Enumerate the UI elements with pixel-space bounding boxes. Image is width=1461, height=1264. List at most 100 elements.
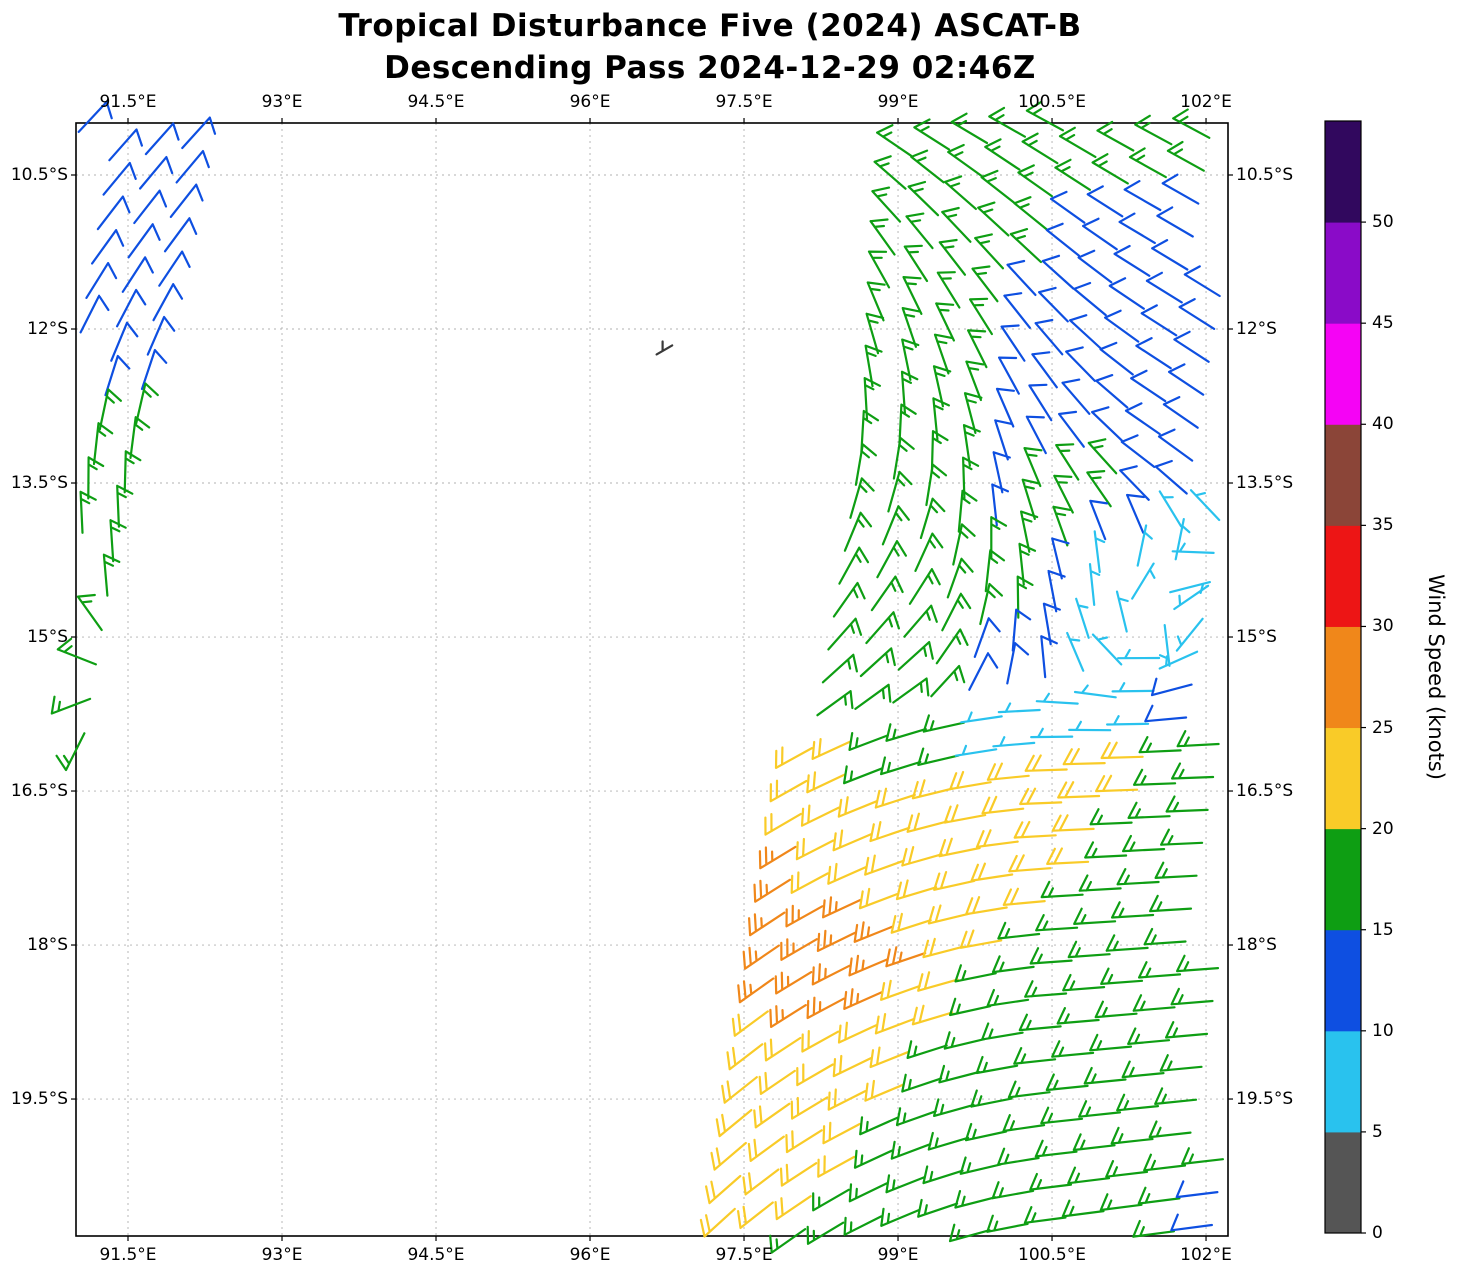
wind-barb	[927, 904, 970, 925]
colorbar-tick-label: 35	[1372, 515, 1394, 536]
wind-barb	[1166, 140, 1205, 172]
wind-barb	[869, 821, 911, 843]
wind-barb	[994, 419, 1013, 461]
wind-barb	[979, 582, 1003, 626]
wind-barb	[1065, 346, 1096, 382]
wind-barb	[1089, 808, 1133, 826]
wind-barb	[1045, 1073, 1089, 1092]
wind-barb	[1165, 1021, 1209, 1039]
wind-barb	[1149, 894, 1193, 913]
wind-barb	[971, 265, 999, 303]
wind-barb	[796, 1063, 834, 1087]
wind-barb	[941, 206, 972, 243]
wind-barb	[947, 143, 983, 177]
y-tick-label-right: 15°S	[1236, 627, 1277, 647]
wind-barb	[881, 505, 910, 546]
wind-barb	[981, 795, 1025, 815]
wind-barb	[1132, 1219, 1175, 1238]
wind-barb	[764, 812, 802, 836]
wind-barb	[905, 212, 934, 250]
wind-barb	[943, 175, 977, 210]
wind-barb	[1078, 1100, 1122, 1118]
wind-barb	[1118, 212, 1156, 244]
wind-barb	[917, 1198, 959, 1218]
wind-barb	[925, 463, 948, 507]
wind-barb	[1047, 569, 1066, 613]
x-tick-label-top: 96°E	[569, 92, 611, 112]
wind-barb	[876, 124, 913, 157]
wind-barb	[1069, 314, 1102, 350]
wind-barb	[1126, 493, 1146, 534]
wind-barb	[867, 250, 891, 289]
wind-barb	[1091, 406, 1123, 442]
wind-barb	[870, 575, 904, 612]
wind-barb	[1029, 947, 1073, 965]
wind-barb	[930, 664, 966, 698]
chart-title-line2: Descending Pass 2024-12-29 02:46Z	[384, 50, 1036, 86]
wind-barb	[1091, 633, 1123, 666]
wind-barb	[965, 360, 985, 402]
wind-barb	[1157, 428, 1194, 462]
wind-barb	[1154, 459, 1188, 495]
wind-barb	[848, 732, 889, 751]
wind-barb	[1046, 847, 1090, 865]
wind-barb	[715, 1109, 753, 1138]
wind-barb	[1111, 682, 1155, 693]
colorbar-tick-label: 20	[1372, 818, 1394, 839]
wind-barb	[922, 937, 965, 959]
wind-barb	[874, 1013, 916, 1035]
wind-barb	[977, 201, 1010, 237]
wind-barb	[853, 921, 894, 943]
wind-barb	[1172, 108, 1211, 139]
wind-barb	[837, 1021, 878, 1044]
wind-barb	[1122, 834, 1166, 853]
wind-barb	[903, 244, 929, 283]
wind-barb	[917, 971, 959, 992]
wind-barb	[866, 281, 886, 322]
wind-barb	[853, 1149, 894, 1169]
wind-barb	[873, 155, 907, 190]
wind-barb	[1002, 887, 1046, 906]
wind-barb	[1154, 861, 1198, 879]
wind-barb	[887, 470, 913, 513]
wind-barb	[710, 1141, 747, 1171]
wind-barb	[1049, 190, 1086, 224]
wind-barb	[705, 1174, 742, 1205]
wind-barb	[79, 490, 97, 534]
y-tick-label-left: 13.5°S	[10, 473, 68, 493]
wind-barb	[1061, 1199, 1105, 1218]
wind-barb	[950, 112, 989, 145]
wind-barb	[1093, 530, 1106, 574]
wind-barb	[892, 677, 930, 704]
wind-barb	[1134, 114, 1173, 146]
wind-barb	[1035, 914, 1079, 932]
wind-barb	[747, 1135, 785, 1162]
wind-barb	[858, 887, 900, 910]
wind-barb	[1038, 286, 1069, 323]
wind-barb	[991, 483, 1009, 527]
wind-barb	[1110, 1126, 1154, 1145]
x-tick-label-top: 99°E	[877, 92, 919, 112]
wind-barb	[922, 714, 965, 733]
wind-barb	[827, 1088, 867, 1111]
wind-barb	[1144, 704, 1188, 723]
wind-barb	[1021, 132, 1059, 165]
y-tick-label-right: 13.5°S	[1236, 473, 1294, 493]
wind-barb	[1024, 980, 1068, 998]
wind-barb	[890, 1140, 932, 1160]
wind-barb	[806, 1221, 845, 1245]
wind-barb	[906, 1040, 948, 1059]
wind-barb	[1023, 447, 1043, 488]
wind-barb	[1034, 318, 1064, 356]
wind-barb	[943, 804, 987, 824]
x-tick-label-bottom: 96°E	[569, 1245, 611, 1264]
wind-barb	[811, 963, 851, 986]
y-tick-label-right: 12°S	[1236, 319, 1277, 339]
wind-barb	[1089, 499, 1109, 541]
colorbar-tick-label: 10	[1372, 1020, 1394, 1041]
wind-barb	[995, 387, 1015, 428]
wind-barb	[152, 283, 184, 322]
wind-barb	[158, 250, 191, 287]
wind-barb	[1023, 1206, 1067, 1224]
